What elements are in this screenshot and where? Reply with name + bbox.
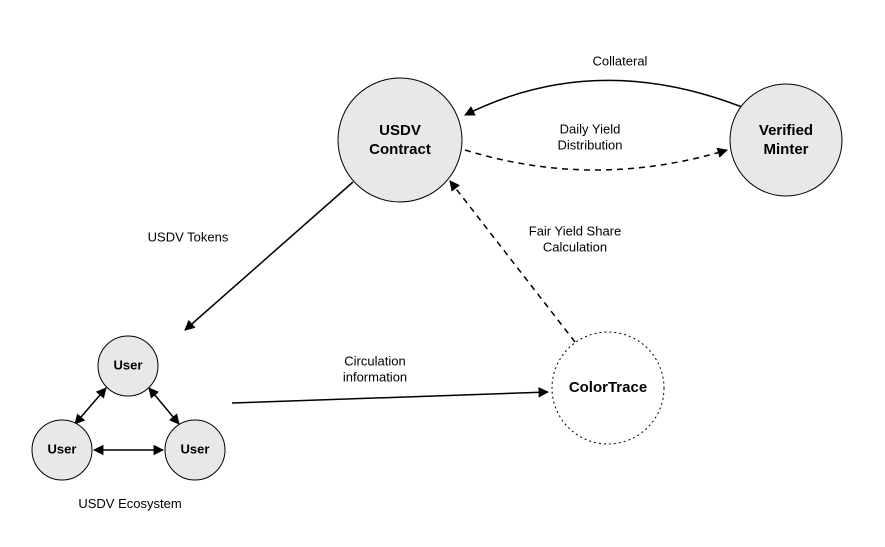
edge-label-fair-yield-2: Calculation bbox=[543, 239, 607, 254]
edge-usdv-tokens bbox=[185, 182, 353, 330]
edge-user-br-top bbox=[149, 388, 179, 424]
edge-label-daily-yield-2: Distribution bbox=[557, 137, 622, 152]
node-label-usdv-contract-2: Contract bbox=[369, 141, 431, 158]
node-label-user-top: User bbox=[114, 357, 143, 372]
edge-label-daily-yield-1: Daily Yield bbox=[560, 121, 621, 136]
edge-label-collateral: Collateral bbox=[593, 53, 648, 68]
edge-label-fair-yield-1: Fair Yield Share bbox=[529, 223, 622, 238]
edge-fair-yield bbox=[450, 181, 575, 342]
edge-label-usdv-tokens: USDV Tokens bbox=[148, 229, 229, 244]
node-label-colortrace: ColorTrace bbox=[569, 379, 647, 396]
node-label-verified-minter-1: Verified bbox=[759, 122, 813, 139]
edge-collateral bbox=[465, 80, 742, 115]
node-label-verified-minter-2: Minter bbox=[764, 141, 809, 158]
edge-circulation bbox=[232, 392, 548, 403]
node-label-user-bl: User bbox=[48, 441, 77, 456]
node-label-usdv-contract-1: USDV bbox=[379, 122, 421, 139]
edge-label-circulation-2: information bbox=[343, 369, 407, 384]
caption-usdv-ecosystem: USDV Ecosystem bbox=[78, 496, 181, 511]
node-label-user-br: User bbox=[181, 441, 210, 456]
edge-label-circulation-1: Circulation bbox=[344, 353, 405, 368]
edge-user-top-bl bbox=[75, 388, 106, 424]
edge-daily-yield bbox=[465, 150, 727, 170]
